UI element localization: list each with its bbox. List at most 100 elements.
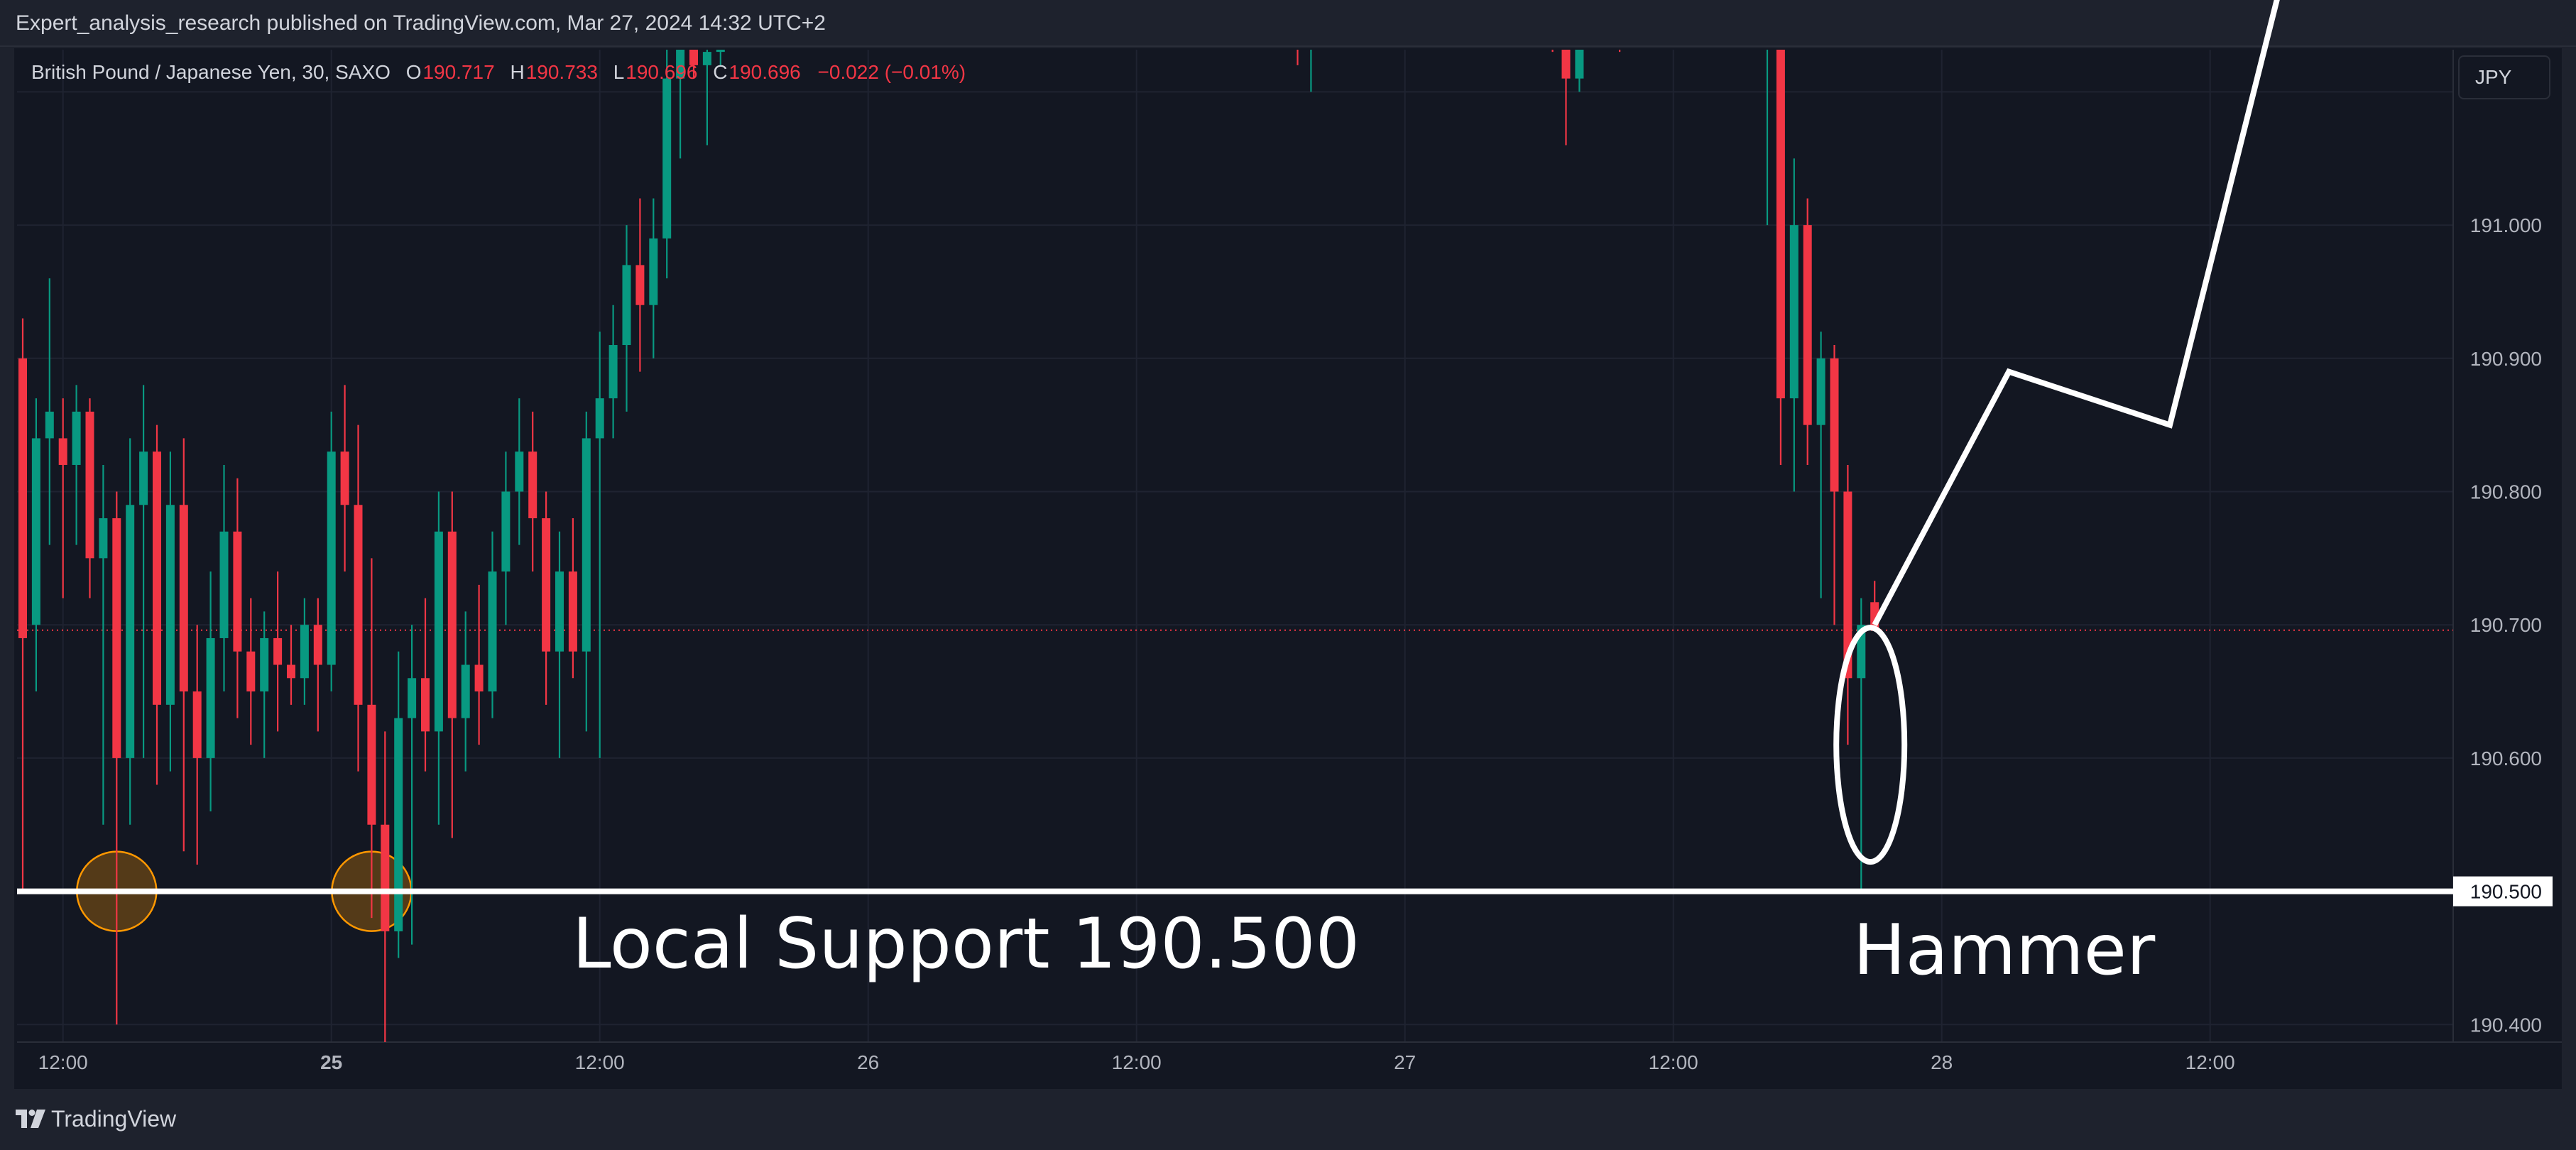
published-info: Expert_analysis_research published on Tr… (16, 11, 826, 35)
candle-body (31, 438, 40, 625)
candle-body (461, 664, 470, 718)
candle (702, 50, 711, 146)
price-axis: 190.300 190.400 190.600 190.700 190.800 190.9… (2470, 81, 2542, 1150)
candle-body (408, 678, 417, 718)
time-tick-label: 27 (1394, 1051, 1416, 1073)
support-label-text: Local Support 190.500 (572, 904, 1360, 985)
candle-body (434, 531, 443, 732)
candle-body (1830, 358, 1839, 492)
candle (568, 518, 577, 679)
time-tick-label: 12:00 (1112, 1051, 1162, 1073)
candle (1789, 158, 1799, 492)
candle-body (1549, 0, 1557, 38)
candle (327, 411, 336, 692)
time-tick-label: 12:00 (38, 1051, 88, 1073)
candle (461, 611, 470, 772)
candle (1294, 0, 1302, 65)
support-price-tag-text: 190.500 (2470, 881, 2542, 903)
candle-body (179, 505, 188, 692)
candle-body (381, 824, 390, 931)
candle (1843, 464, 1852, 745)
candle-body (515, 451, 524, 492)
candle (1816, 332, 1825, 598)
candle-body (595, 398, 604, 439)
currency-button[interactable]: JPY (2458, 55, 2550, 99)
legend-low-label: L (613, 61, 625, 83)
candle (246, 598, 256, 745)
candle (233, 478, 242, 718)
candle (434, 491, 443, 825)
candle-body (340, 451, 349, 505)
candle (662, 50, 672, 279)
candle-body (501, 491, 511, 572)
candle-body (622, 265, 631, 346)
candle (1561, 50, 1571, 146)
candle-body (300, 625, 309, 679)
candles (18, 0, 1879, 1042)
candle-body (1294, 0, 1302, 38)
candle-body (1843, 491, 1852, 679)
time-tick-label: 25 (320, 1051, 342, 1073)
candle (1549, 0, 1557, 53)
candle-body (1575, 50, 1584, 79)
candle-body (139, 451, 148, 505)
candle-body (327, 451, 336, 665)
candle (488, 531, 497, 718)
time-tick-label: 28 (1931, 1051, 1953, 1073)
time-tick-label: 26 (857, 1051, 879, 1073)
candle (300, 598, 309, 705)
candle (367, 558, 376, 919)
candle-body (260, 637, 269, 692)
candle-body (219, 531, 229, 638)
candle-body (528, 451, 537, 519)
candle-body (165, 505, 175, 705)
candle (219, 464, 229, 692)
candle-body (555, 571, 564, 652)
candle-body (233, 531, 242, 652)
candle (474, 584, 484, 745)
candle (72, 385, 81, 545)
candle-body (354, 505, 363, 705)
candle (273, 571, 283, 732)
footer-bar (0, 1089, 2576, 1150)
candle-body (72, 411, 81, 465)
candle-body (447, 531, 457, 718)
candle (381, 731, 390, 1042)
candle (1857, 598, 1866, 892)
price-tick-label: 191.000 (2470, 214, 2542, 236)
candle (153, 425, 161, 785)
candle (542, 491, 551, 705)
candle-body (367, 704, 376, 825)
candle (1642, 0, 1651, 26)
candle (1619, 50, 1621, 53)
candle-body (582, 438, 591, 652)
candle-body (246, 651, 256, 692)
candle (139, 385, 148, 758)
candle (515, 398, 524, 545)
candle (112, 491, 121, 1025)
legend-symbol: British Pound / Japanese Yen, 30, SAXO (31, 61, 391, 83)
price-tick-label: 190.800 (2470, 481, 2542, 503)
candle (206, 571, 215, 811)
candle (126, 438, 135, 825)
candle-body (206, 637, 215, 758)
candle-body (568, 571, 577, 652)
candle-body (287, 664, 295, 679)
time-tick-label: 12:00 (575, 1051, 625, 1073)
candle-body (85, 411, 94, 559)
candle (192, 625, 202, 865)
candle (1629, 0, 1637, 26)
candle (716, 50, 725, 65)
candle (689, 50, 698, 79)
time-axis: 12:00 25 12:00 26 12:00 27 12:00 28 12:00 (38, 1051, 2235, 1073)
candle (1803, 198, 1812, 465)
support-price-tag-bg (2453, 876, 2553, 907)
legend-change: −0.022 (−0.01%) (817, 61, 966, 83)
tradingview-logo[interactable]: TradingView (16, 1103, 176, 1134)
support-price-tag: 190.500 (2453, 876, 2553, 907)
candle-body (635, 265, 645, 305)
candle (99, 464, 108, 825)
candle-body (1789, 225, 1799, 399)
